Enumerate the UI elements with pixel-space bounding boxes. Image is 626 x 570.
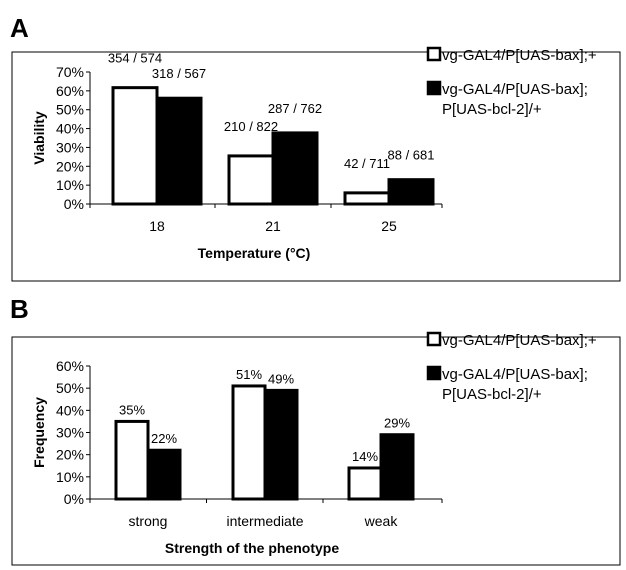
y-tick-label: 60% [56,358,84,374]
y-tick-label: 50% [56,380,84,396]
data-label: 210 / 822 [224,119,278,134]
x-tick-label: weak [364,513,399,529]
legend-label: vg-GAL4/P[UAS-bax];+ [442,332,597,349]
legend-swatch [426,365,442,381]
bar-bax-bcl2 [379,433,415,501]
y-tick-label: 60% [56,83,84,99]
legend-swatch [426,331,442,347]
bar-bax [343,191,391,206]
legend: vg-GAL4/P[UAS-bax];+ vg-GAL4/P[UAS-bax]; P… [426,331,597,403]
y-tick-label: 20% [56,447,84,463]
y-tick-label: 20% [56,158,84,174]
y-axis-title: Viability [31,111,47,165]
bar-bax [227,154,275,206]
y-tick-label: 10% [56,177,84,193]
bar-bax [347,466,383,501]
panel-b-frame [11,336,621,566]
x-tick-label: 21 [265,218,281,234]
legend-label: vg-GAL4/P[UAS-bax];+ [442,47,597,64]
x-axis-title: Strength of the phenotype [165,540,339,556]
y-tick-label: 40% [56,402,84,418]
panel-b: B 0% 10% 20% 30% 40% 50% 60% 35% 22% strong 51% 49%… [10,294,621,566]
y-tick-label: 50% [56,102,84,118]
panel-a-frame [11,51,621,282]
legend-swatch [426,80,442,96]
data-label: 49% [268,371,294,386]
y-tick-label: 40% [56,121,84,137]
bar-bax-bcl2 [387,178,435,206]
bar-bax-bcl2 [271,131,319,206]
data-label: 29% [384,416,410,431]
y-tick-label: 0% [64,491,84,507]
legend-label: P[UAS-bcl-2]/+ [442,101,542,118]
data-label: 318 / 567 [152,66,206,81]
bar-bax-bcl2 [263,388,299,501]
bar-bax-bcl2 [146,448,182,501]
legend-label: vg-GAL4/P[UAS-bax]; [442,366,588,383]
data-label: 42 / 711 [344,156,390,171]
x-tick-label: 25 [381,218,397,234]
legend: vg-GAL4/P[UAS-bax];+ vg-GAL4/P[UAS-bax]; P… [426,46,597,118]
data-label: 51% [236,367,262,382]
x-axis-title: Temperature (°C) [198,245,311,261]
x-tick-label: intermediate [226,513,303,529]
y-tick-label: 70% [56,64,84,80]
bar-bax-bcl2 [155,96,203,206]
chart-b: 0% 10% 20% 30% 40% 50% 60% 35% 22% strong 51% 49% in… [31,331,597,556]
x-tick-label: strong [129,513,168,529]
bar-bax [111,86,159,206]
data-label: 88 / 681 [388,148,435,163]
panel-b-letter: B [10,294,29,324]
x-tick-label: 18 [149,218,165,234]
data-label: 35% [119,402,145,417]
legend-swatch [426,46,442,62]
y-tick-label: 30% [56,425,84,441]
bar-bax [114,419,150,501]
panel-a-letter: A [10,13,29,43]
y-tick-label: 0% [64,196,84,212]
data-label: 287 / 762 [268,101,322,116]
y-tick-label: 10% [56,469,84,485]
data-label: 22% [151,431,177,446]
y-axis-title: Frequency [31,397,47,468]
y-tick-label: 30% [56,139,84,155]
legend-label: P[UAS-bcl-2]/+ [442,386,542,403]
bar-bax [231,384,267,501]
data-label: 354 / 574 [108,51,162,66]
data-label: 14% [352,449,378,464]
legend-label: vg-GAL4/P[UAS-bax]; [442,81,588,98]
